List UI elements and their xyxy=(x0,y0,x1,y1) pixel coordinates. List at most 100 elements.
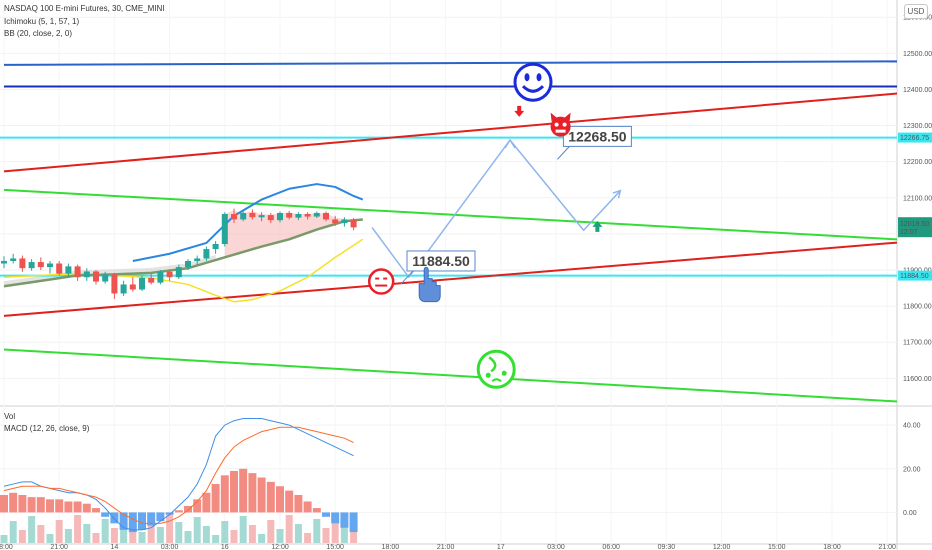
time-tick-label: 12:00 xyxy=(713,544,731,550)
candle-body xyxy=(203,249,210,259)
volume-bar xyxy=(285,515,293,543)
candle-body xyxy=(166,271,173,278)
macd-legend[interactable]: MACD (12, 26, close, 9) xyxy=(4,424,90,433)
macd-histogram-bar xyxy=(92,508,100,513)
price-tick-label: 11700.00 xyxy=(903,340,932,347)
neutral-face-icon xyxy=(367,268,395,295)
volume-bar xyxy=(28,516,36,543)
macd-histogram-bar xyxy=(340,512,349,528)
time-tick-label: 09:30 xyxy=(658,544,676,550)
macd-tick-label: 20.00 xyxy=(903,466,921,473)
candle-body xyxy=(120,284,127,294)
volume-bar xyxy=(221,521,229,543)
candle-body xyxy=(267,215,274,221)
candle-body xyxy=(1,260,7,264)
volume-bar xyxy=(212,535,220,543)
candle-body xyxy=(65,266,72,274)
price-tick-label: 12100.00 xyxy=(903,195,932,202)
price-callout-pointer xyxy=(400,270,414,285)
dizzy-face-mouth xyxy=(491,378,502,383)
candle-body xyxy=(286,212,293,218)
volume-bar xyxy=(37,525,45,543)
time-tick-label: 03:00 xyxy=(547,544,565,550)
time-tick-label: 16 xyxy=(221,544,229,550)
time-tick-label: 21:00 xyxy=(878,544,896,550)
pointing-hand-icon xyxy=(418,266,441,303)
bollinger-legend[interactable]: BB (20, close, 2, 0) xyxy=(4,29,73,38)
candle-body xyxy=(313,212,320,217)
candle-body xyxy=(323,212,329,220)
dizzy-face-icon xyxy=(476,349,516,389)
candle-body xyxy=(37,262,44,268)
dizzy-face-eye xyxy=(485,372,491,378)
time-tick-label: 15:00 xyxy=(768,544,786,550)
macd-histogram-bar xyxy=(27,497,36,513)
volume-bar xyxy=(276,529,284,543)
time-tick-label: 21:00 xyxy=(50,544,68,550)
volume-bar xyxy=(101,519,109,543)
macd-histogram-bar xyxy=(257,477,266,513)
trend-line xyxy=(3,241,897,317)
symbol-legend[interactable]: NASDAQ 100 E-mini Futures, 30, CME_MINI xyxy=(4,4,165,13)
candle-body xyxy=(221,214,228,244)
candle-body xyxy=(139,277,145,290)
dizzy-face-eye xyxy=(501,370,507,376)
devil-face-eye xyxy=(562,122,567,127)
candle-body xyxy=(157,271,164,283)
volume-bar xyxy=(110,528,118,543)
candle-body xyxy=(19,258,26,269)
volume-bar xyxy=(175,522,183,543)
time-tick-label: 18:00 xyxy=(0,544,13,550)
current-price-countdown: 12:07 xyxy=(900,229,918,236)
candle-body xyxy=(350,219,357,228)
macd-histogram-bar xyxy=(73,501,82,513)
volume-bar xyxy=(239,516,247,543)
volume-bar xyxy=(258,534,266,543)
devil-face-eye xyxy=(554,122,559,127)
signal-line xyxy=(3,426,354,524)
macd-histogram-bar xyxy=(322,512,330,517)
volume-bar xyxy=(83,524,91,543)
candle-body xyxy=(175,267,182,278)
volume-bar xyxy=(147,518,155,543)
candle-body xyxy=(240,212,247,220)
horizontal-level-tag xyxy=(898,132,932,143)
currency-button[interactable]: USD xyxy=(904,4,928,19)
volume-bar xyxy=(230,530,238,543)
candle-body xyxy=(148,277,155,283)
candle-body xyxy=(212,244,219,250)
devil-face-teeth xyxy=(555,129,566,133)
volume-bar xyxy=(92,533,100,543)
volume-bar xyxy=(74,515,82,543)
volume-bar xyxy=(294,524,302,543)
volume-bar xyxy=(46,534,54,543)
time-tick-label: 18:00 xyxy=(823,544,841,550)
volume-bar xyxy=(166,513,174,543)
time-tick-label: 21:00 xyxy=(437,544,455,550)
projection-peak xyxy=(504,138,516,149)
candle-body xyxy=(258,215,265,218)
devil-face-icon xyxy=(550,116,571,137)
candle-body xyxy=(74,266,81,278)
time-tick-label: 12:00 xyxy=(271,544,289,550)
ichimoku-legend[interactable]: Ichimoku (5, 1, 57, 1) xyxy=(4,17,80,26)
volume-legend[interactable]: Vol xyxy=(4,412,16,421)
macd-histogram-bar xyxy=(147,512,156,526)
macd-histogram-bar xyxy=(220,475,229,513)
candle-body xyxy=(332,219,339,224)
candle-body xyxy=(56,263,63,274)
volume-bar xyxy=(202,526,210,543)
candle-body xyxy=(28,262,35,269)
trend-line xyxy=(3,348,897,403)
macd-line xyxy=(3,418,354,531)
price-callout-label: 11884.50 xyxy=(412,253,470,269)
volume-bar xyxy=(129,523,137,543)
volume-bar xyxy=(138,532,146,543)
price-callout-label: 12268.50 xyxy=(568,128,627,144)
volume-bar xyxy=(18,530,26,543)
volume-bar xyxy=(9,521,17,543)
macd-histogram-bar xyxy=(174,510,183,513)
trend-line xyxy=(3,188,897,241)
volume-bar xyxy=(184,531,192,543)
